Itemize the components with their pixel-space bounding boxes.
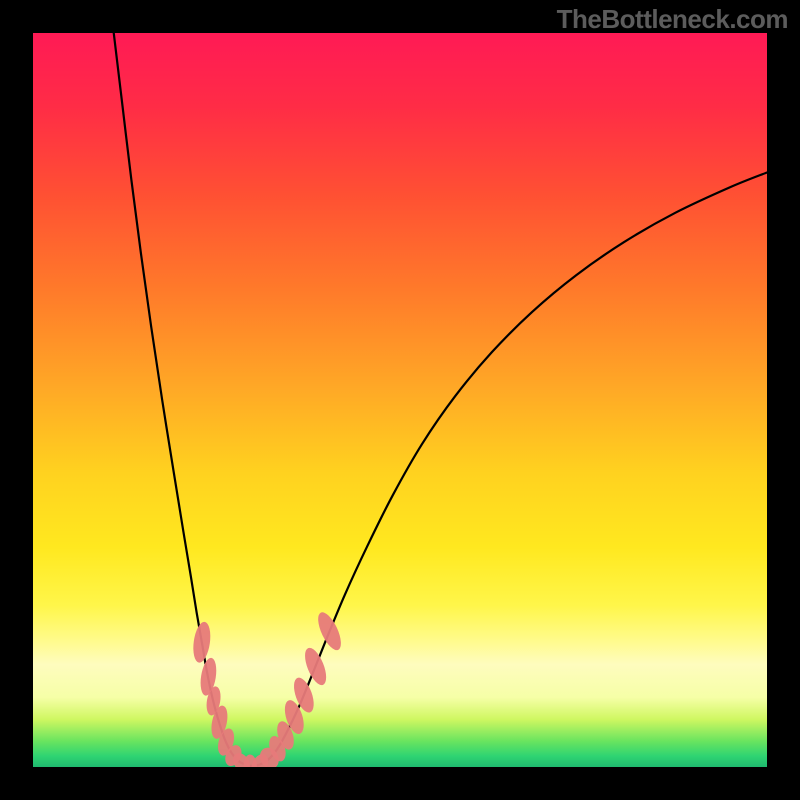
bottleneck-curve-plot <box>0 0 800 800</box>
gradient-background <box>33 33 767 767</box>
chart-canvas: TheBottleneck.com <box>0 0 800 800</box>
watermark-text: TheBottleneck.com <box>557 4 788 35</box>
